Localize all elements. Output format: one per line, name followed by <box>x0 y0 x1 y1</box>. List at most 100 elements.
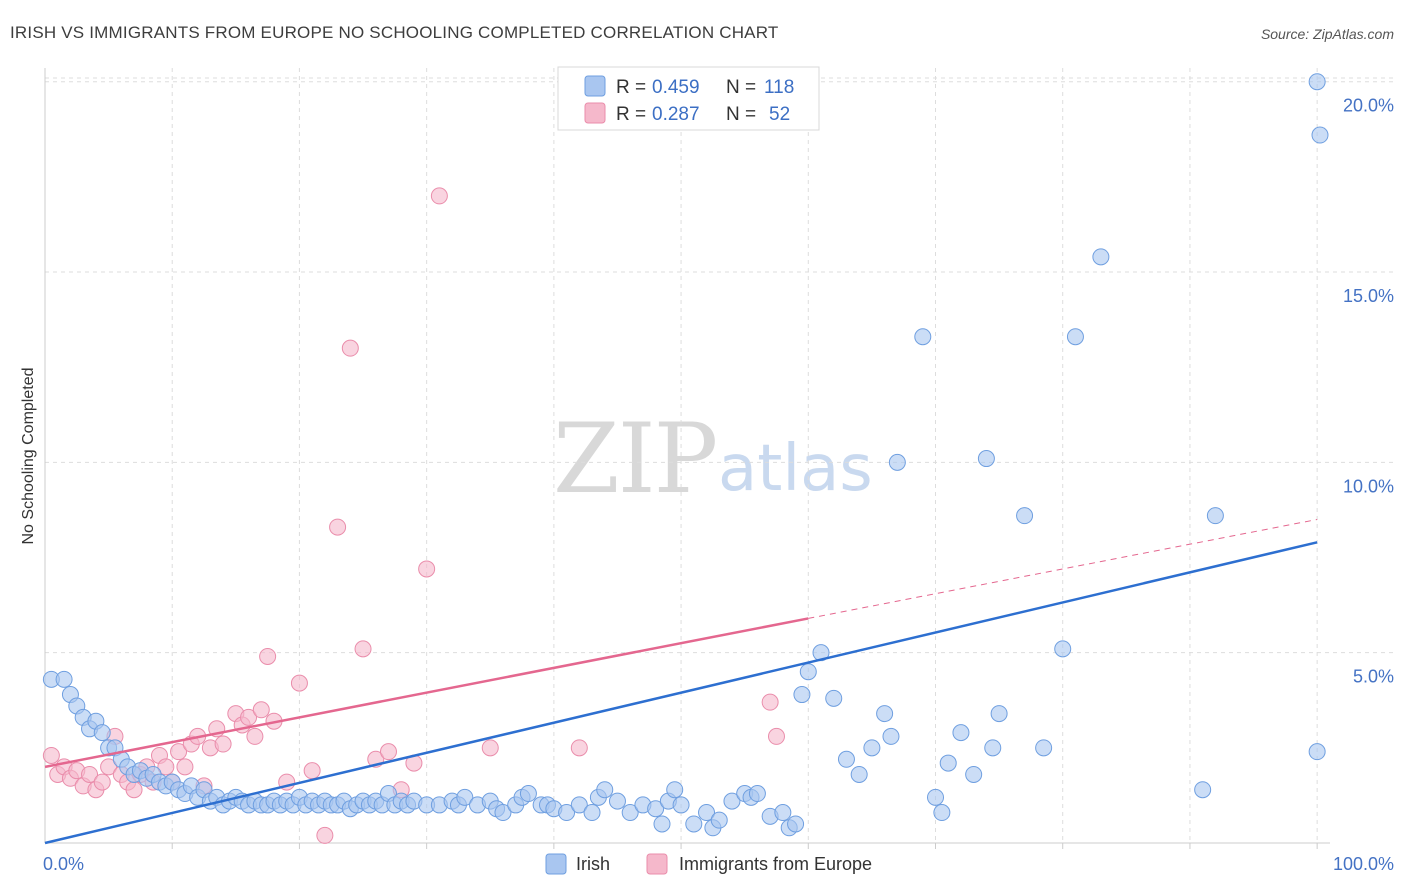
irish-point <box>710 811 728 829</box>
irish-point <box>876 705 894 723</box>
axes <box>44 68 1330 844</box>
trend-line-europe <box>44 617 809 769</box>
irish-point <box>965 765 983 783</box>
irish-point <box>666 781 684 799</box>
stats-legend: R = 0.459 N = 118 R = 0.287 N = 52 <box>557 66 820 131</box>
europe-point <box>81 765 99 783</box>
europe-point <box>252 701 270 719</box>
y-tick-label: 10.0% <box>1343 476 1394 496</box>
series-legend-swatch-irish <box>545 853 567 875</box>
irish-point <box>825 689 843 707</box>
legend-r-value-europe: 0.287 <box>652 104 700 125</box>
irish-point <box>888 453 906 471</box>
europe-point <box>570 739 588 757</box>
europe-point <box>316 826 334 844</box>
legend-swatch-irish <box>584 75 606 97</box>
irish-point <box>914 328 932 346</box>
irish-point <box>927 788 945 806</box>
legend-r-value-irish: 0.459 <box>652 77 700 98</box>
irish-point <box>863 739 881 757</box>
x-tick-labels: 0.0% 100.0% <box>43 854 1394 874</box>
irish-point <box>685 815 703 833</box>
europe-point <box>379 743 397 761</box>
x-tick-label: 0.0% <box>43 854 84 874</box>
irish-point <box>558 804 576 822</box>
europe-point <box>341 339 359 357</box>
irish-point <box>723 792 741 810</box>
irish-point <box>1206 507 1224 525</box>
irish-point <box>799 663 817 681</box>
irish-point <box>1311 126 1329 144</box>
irish-point <box>1066 328 1084 346</box>
y-tick-label: 20.0% <box>1343 96 1394 116</box>
y-tick-labels: 5.0% 10.0% 15.0% 20.0% <box>1343 96 1394 687</box>
irish-point <box>1054 640 1072 658</box>
trend-lines <box>44 518 1318 845</box>
legend-n-label-europe: N = <box>726 104 756 125</box>
europe-point <box>214 735 232 753</box>
europe-point <box>303 762 321 780</box>
irish-point <box>647 800 665 818</box>
irish-point <box>1092 248 1110 266</box>
irish-point <box>583 804 601 822</box>
irish-point <box>984 739 1002 757</box>
irish-point <box>793 686 811 704</box>
trend-line-europe-extension <box>808 518 1318 619</box>
irish-point <box>93 724 111 742</box>
irish-point <box>1194 781 1212 799</box>
irish-point <box>494 804 512 822</box>
legend-n-label-irish: N = <box>726 77 756 98</box>
legend-n-value-europe: 52 <box>769 104 790 125</box>
irish-point <box>653 815 671 833</box>
europe-point <box>246 727 264 745</box>
irish-point <box>1308 743 1326 761</box>
irish-point <box>882 727 900 745</box>
series-legend-label-irish: Irish <box>576 854 610 874</box>
europe-point <box>329 518 347 536</box>
irish-point <box>774 804 792 822</box>
europe-point <box>240 708 258 726</box>
y-tick-label: 5.0% <box>1353 667 1394 687</box>
watermark-atlas: atlas <box>718 432 873 506</box>
europe-point <box>259 647 277 665</box>
watermark-zip: ZIP <box>553 403 716 515</box>
irish-point <box>672 796 690 814</box>
europe-point <box>157 758 175 776</box>
irish-point <box>1016 507 1034 525</box>
irish-point <box>698 804 716 822</box>
irish-point <box>933 804 951 822</box>
watermark: ZIP atlas <box>553 403 873 515</box>
data-points <box>42 73 1329 844</box>
irish-point <box>837 750 855 768</box>
europe-point <box>42 746 60 764</box>
irish-point <box>977 450 995 468</box>
europe-point <box>761 693 779 711</box>
x-tick-label: 100.0% <box>1333 854 1394 874</box>
irish-point <box>570 796 588 814</box>
irish-point <box>748 785 766 803</box>
legend-swatch-europe <box>584 102 606 124</box>
irish-point <box>621 804 639 822</box>
irish-point <box>850 765 868 783</box>
series-legend-swatch-europe <box>646 853 668 875</box>
irish-point <box>1308 73 1326 91</box>
europe-point <box>290 674 308 692</box>
series-legend: Irish Immigrants from Europe <box>545 853 872 875</box>
irish-point <box>952 724 970 742</box>
legend-n-value-irish: 118 <box>764 77 794 98</box>
series-legend-label-europe: Immigrants from Europe <box>679 854 872 874</box>
europe-point <box>767 727 785 745</box>
europe-point <box>93 773 111 791</box>
irish-point <box>456 788 474 806</box>
y-tick-label: 15.0% <box>1343 286 1394 306</box>
europe-point <box>125 781 143 799</box>
irish-point <box>608 792 626 810</box>
irish-point <box>596 781 614 799</box>
irish-point <box>787 815 805 833</box>
y-axis-label: No Schooling Completed <box>20 368 37 545</box>
europe-point <box>354 640 372 658</box>
irish-point <box>55 670 73 688</box>
trend-line-irish <box>44 541 1318 845</box>
chart-source: Source: ZipAtlas.com <box>1261 26 1394 42</box>
